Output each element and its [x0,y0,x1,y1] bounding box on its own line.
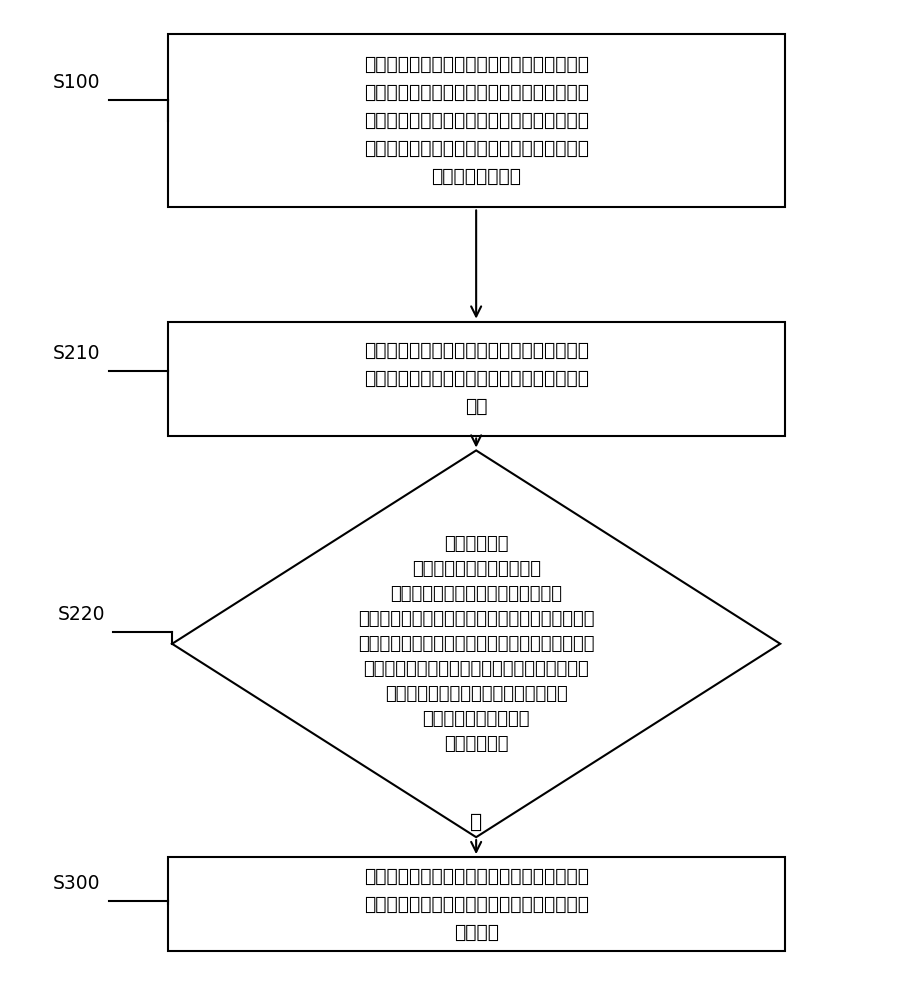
Text: 识别每一帧的所述格式图像对应的分布直方图
中的像素值，并得到所述像素值对应的像素点
个数: 识别每一帧的所述格式图像对应的分布直方图 中的像素值，并得到所述像素值对应的像素… [364,341,589,416]
FancyBboxPatch shape [168,34,785,207]
Text: S220: S220 [58,605,105,624]
Text: S300: S300 [53,874,101,893]
Text: 是: 是 [470,813,482,832]
Text: 根据该帧的所述格式图像对应的时间戳计算得
到与前一次达到出光状态的间隔时间，统计总
出光次数: 根据该帧的所述格式图像对应的时间戳计算得 到与前一次达到出光状态的间隔时间，统计… [364,867,589,942]
Text: 根据像素值和
所述像素值对应的像素点个
数计算得到像素点总个数、暗点总个
数暗点像素值均值、亮点总个数和亮点像素值均值
，并根据所述像素点总个数、所述暗点总个数: 根据像素值和 所述像素值对应的像素点个 数计算得到像素点总个数、暗点总个 数暗点… [358,535,594,753]
Polygon shape [172,450,780,837]
Text: 采集出光设备在暗室内工作时的图像数据，将
每一帧所述图像数据转换为跨平台计算机图像
视觉库的格式图像，解析出对应的时间戳，并
对所述格式图像的每个像素点进行识别: 采集出光设备在暗室内工作时的图像数据，将 每一帧所述图像数据转换为跨平台计算机图… [364,55,589,186]
Text: S210: S210 [53,344,101,363]
FancyBboxPatch shape [168,857,785,951]
Text: S100: S100 [53,73,101,92]
FancyBboxPatch shape [168,322,785,436]
